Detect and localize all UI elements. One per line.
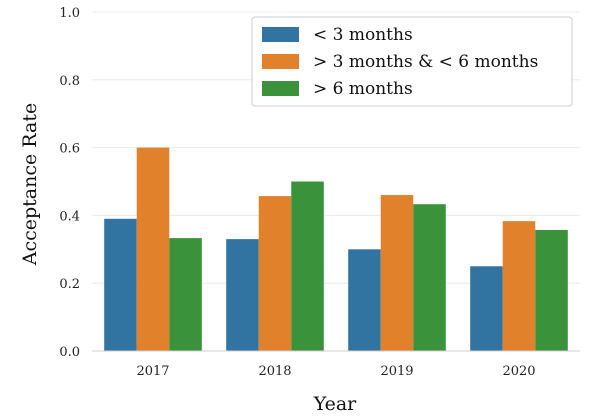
bar-2017-series-3 <box>169 238 202 351</box>
x-axis-label: Year <box>313 393 357 415</box>
legend-entry: > 3 months & < 6 months <box>313 52 538 72</box>
x-tick-label: 2019 <box>380 364 413 379</box>
y-tick-label: 0.0 <box>59 345 80 360</box>
bar-2018-series-2 <box>258 196 292 351</box>
bar-2020-series-1 <box>470 266 503 351</box>
legend-entry: > 6 months <box>313 79 413 99</box>
x-tick-labels: 2017 2018 2019 2020 <box>136 364 535 379</box>
bar-2018-series-1 <box>226 239 259 351</box>
legend-swatch <box>262 81 299 96</box>
y-tick-label: 0.6 <box>59 142 80 157</box>
bar-2020-series-2 <box>502 221 536 351</box>
y-tick-label: 0.8 <box>59 74 80 89</box>
bar-2017-series-2 <box>136 147 170 351</box>
bar-2017-series-1 <box>104 218 137 351</box>
x-tick-label: 2017 <box>136 364 169 379</box>
y-tick-labels: 0.0 0.2 0.4 0.6 0.8 1.0 <box>59 6 80 360</box>
y-tick-label: 1.0 <box>59 6 80 21</box>
legend-swatch <box>262 54 299 69</box>
bar-2019-series-2 <box>380 195 414 351</box>
bar-2018-series-3 <box>291 181 324 351</box>
y-axis-label: Acceptance Rate <box>19 103 41 266</box>
legend-swatch <box>262 27 299 42</box>
legend: < 3 months > 3 months & < 6 months > 6 mon… <box>251 16 573 107</box>
bar-2020-series-3 <box>535 229 568 351</box>
bar-2019-series-1 <box>348 249 381 351</box>
legend-frame <box>251 16 573 107</box>
legend-entry: < 3 months <box>313 25 413 45</box>
y-tick-label: 0.4 <box>59 209 80 224</box>
bar-2019-series-3 <box>413 204 446 351</box>
y-tick-label: 0.2 <box>59 277 80 292</box>
x-tick-label: 2018 <box>258 364 291 379</box>
x-tick-label: 2020 <box>502 364 535 379</box>
bars <box>104 147 568 351</box>
